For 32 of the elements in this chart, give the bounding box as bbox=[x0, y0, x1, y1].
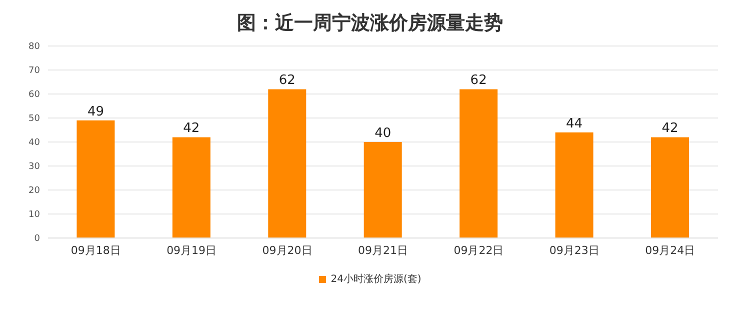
y-tick-label: 30 bbox=[28, 162, 40, 172]
legend-label: 24小时涨价房源(套) bbox=[330, 272, 422, 286]
data-label: 62 bbox=[278, 73, 296, 88]
y-tick-label: 50 bbox=[28, 114, 40, 124]
x-tick-label: 09月18日 bbox=[70, 244, 121, 257]
bar bbox=[268, 89, 306, 238]
bar bbox=[364, 142, 402, 238]
y-tick-label: 40 bbox=[28, 138, 40, 148]
bar bbox=[651, 137, 689, 238]
bar bbox=[172, 137, 210, 238]
data-label: 44 bbox=[566, 116, 583, 132]
y-tick-label: 80 bbox=[28, 42, 40, 52]
bar bbox=[555, 132, 594, 238]
x-tick-label: 09月19日 bbox=[166, 244, 217, 257]
y-tick-label: 0 bbox=[34, 234, 40, 244]
data-label: 62 bbox=[470, 73, 487, 88]
bar bbox=[460, 89, 498, 238]
chart-title: 图：近一周宁波涨价房源量走势 bbox=[236, 11, 504, 36]
x-tick-label: 09月22日 bbox=[454, 244, 504, 257]
y-tick-label: 60 bbox=[28, 90, 40, 100]
data-label: 42 bbox=[662, 121, 678, 136]
y-tick-label: 10 bbox=[28, 210, 40, 220]
data-label: 49 bbox=[87, 104, 104, 120]
bar bbox=[76, 120, 115, 238]
data-label: 42 bbox=[183, 121, 200, 136]
x-tick-label: 09月21日 bbox=[358, 244, 408, 257]
x-tick-label: 09月24日 bbox=[645, 244, 696, 257]
y-tick-label: 20 bbox=[28, 186, 40, 196]
y-tick-label: 70 bbox=[28, 66, 40, 76]
x-tick-label: 09月23日 bbox=[549, 244, 600, 257]
x-tick-label: 09月20日 bbox=[262, 244, 312, 257]
data-label: 40 bbox=[374, 126, 392, 141]
